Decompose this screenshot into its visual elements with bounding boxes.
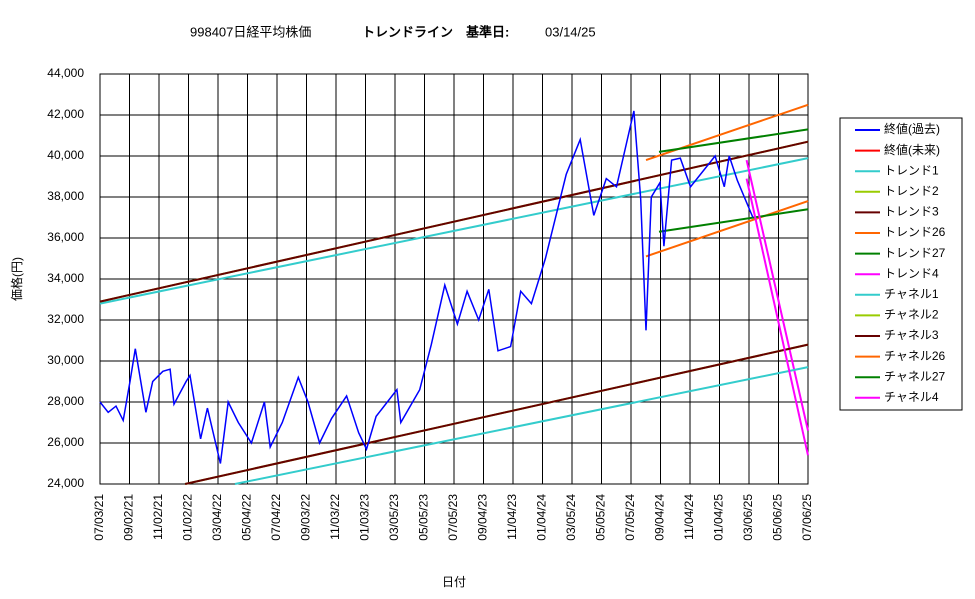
x-tick-label: 03/05/23 bbox=[387, 494, 401, 541]
x-tick-label: 03/06/25 bbox=[741, 494, 755, 541]
x-tick-label: 11/04/24 bbox=[682, 494, 696, 540]
series-line bbox=[99, 110, 754, 464]
y-tick-label: 36,000 bbox=[47, 230, 84, 244]
reference-date: 03/14/25 bbox=[545, 24, 596, 39]
x-tick-label: 07/05/24 bbox=[623, 494, 637, 541]
x-tick-label: 01/02/22 bbox=[181, 494, 195, 541]
legend-label: チャネル2 bbox=[884, 308, 939, 322]
y-tick-label: 30,000 bbox=[47, 353, 84, 367]
x-tick-label: 09/03/22 bbox=[299, 494, 313, 541]
x-tick-label: 09/02/21 bbox=[122, 494, 136, 541]
x-tick-label: 07/03/21 bbox=[92, 494, 106, 541]
legend-box bbox=[839, 117, 963, 411]
y-tick-label: 32,000 bbox=[47, 312, 84, 326]
x-tick-label: 07/06/25 bbox=[800, 494, 814, 541]
x-tick-label: 01/04/24 bbox=[535, 494, 549, 541]
series-line bbox=[99, 157, 809, 305]
x-axis-label: 日付 bbox=[442, 575, 466, 589]
x-tick-label: 11/03/22 bbox=[328, 494, 342, 540]
y-axis-label: 価格(円) bbox=[9, 257, 24, 301]
x-tick-label: 05/06/25 bbox=[771, 494, 785, 541]
x-tick-label: 03/04/22 bbox=[210, 494, 224, 541]
series-line bbox=[99, 140, 809, 303]
y-tick-label: 44,000 bbox=[47, 66, 84, 80]
x-tick-label: 07/05/23 bbox=[446, 494, 460, 541]
y-tick-label: 42,000 bbox=[47, 107, 84, 121]
x-tick-label: 03/05/24 bbox=[564, 494, 578, 541]
legend-label: チャネル3 bbox=[884, 328, 939, 342]
x-tick-label: 05/05/23 bbox=[417, 494, 431, 541]
x-tick-label: 05/04/22 bbox=[240, 494, 254, 541]
x-tick-label: 01/04/25 bbox=[712, 494, 726, 541]
y-tick-label: 26,000 bbox=[47, 435, 84, 449]
plot-frame bbox=[99, 73, 809, 485]
chart-title: 998407日経平均株価 bbox=[190, 24, 311, 39]
x-tick-label: 07/04/22 bbox=[269, 494, 283, 541]
x-tick-label: 09/04/23 bbox=[476, 494, 490, 541]
legend-label: トレンド2 bbox=[884, 184, 939, 198]
legend-label: 終値(過去) bbox=[884, 121, 940, 136]
x-tick-label: 11/02/21 bbox=[151, 494, 165, 540]
x-tick-label: 05/05/24 bbox=[594, 494, 608, 541]
x-tick-label: 09/04/24 bbox=[653, 494, 667, 541]
legend-label: トレンド27 bbox=[884, 246, 946, 260]
series-line bbox=[745, 178, 809, 456]
series-line bbox=[645, 200, 809, 258]
chart-subtitle: トレンドライン 基準日: bbox=[362, 24, 509, 39]
legend-label: 終値(未来) bbox=[884, 142, 940, 157]
series-line bbox=[745, 159, 809, 431]
x-tick-label: 01/03/23 bbox=[358, 494, 372, 541]
series-line bbox=[658, 128, 809, 153]
y-tick-label: 34,000 bbox=[47, 271, 84, 285]
y-tick-label: 38,000 bbox=[47, 189, 84, 203]
y-tick-label: 24,000 bbox=[47, 476, 84, 490]
legend-label: トレンド1 bbox=[884, 163, 939, 177]
legend-label: チャネル4 bbox=[884, 390, 939, 404]
legend-label: トレンド26 bbox=[884, 225, 946, 239]
legend-label: トレンド4 bbox=[884, 266, 939, 280]
series-line bbox=[658, 208, 809, 233]
y-tick-label: 28,000 bbox=[47, 394, 84, 408]
legend-label: チャネル27 bbox=[884, 369, 946, 383]
series-line bbox=[234, 366, 809, 485]
legend-label: チャネル1 bbox=[884, 287, 939, 301]
x-tick-label: 11/04/23 bbox=[505, 494, 519, 540]
series-line bbox=[645, 103, 809, 162]
legend-label: トレンド3 bbox=[884, 205, 939, 219]
series-line bbox=[184, 343, 809, 485]
legend-label: チャネル26 bbox=[884, 349, 946, 363]
y-tick-label: 40,000 bbox=[47, 148, 84, 162]
